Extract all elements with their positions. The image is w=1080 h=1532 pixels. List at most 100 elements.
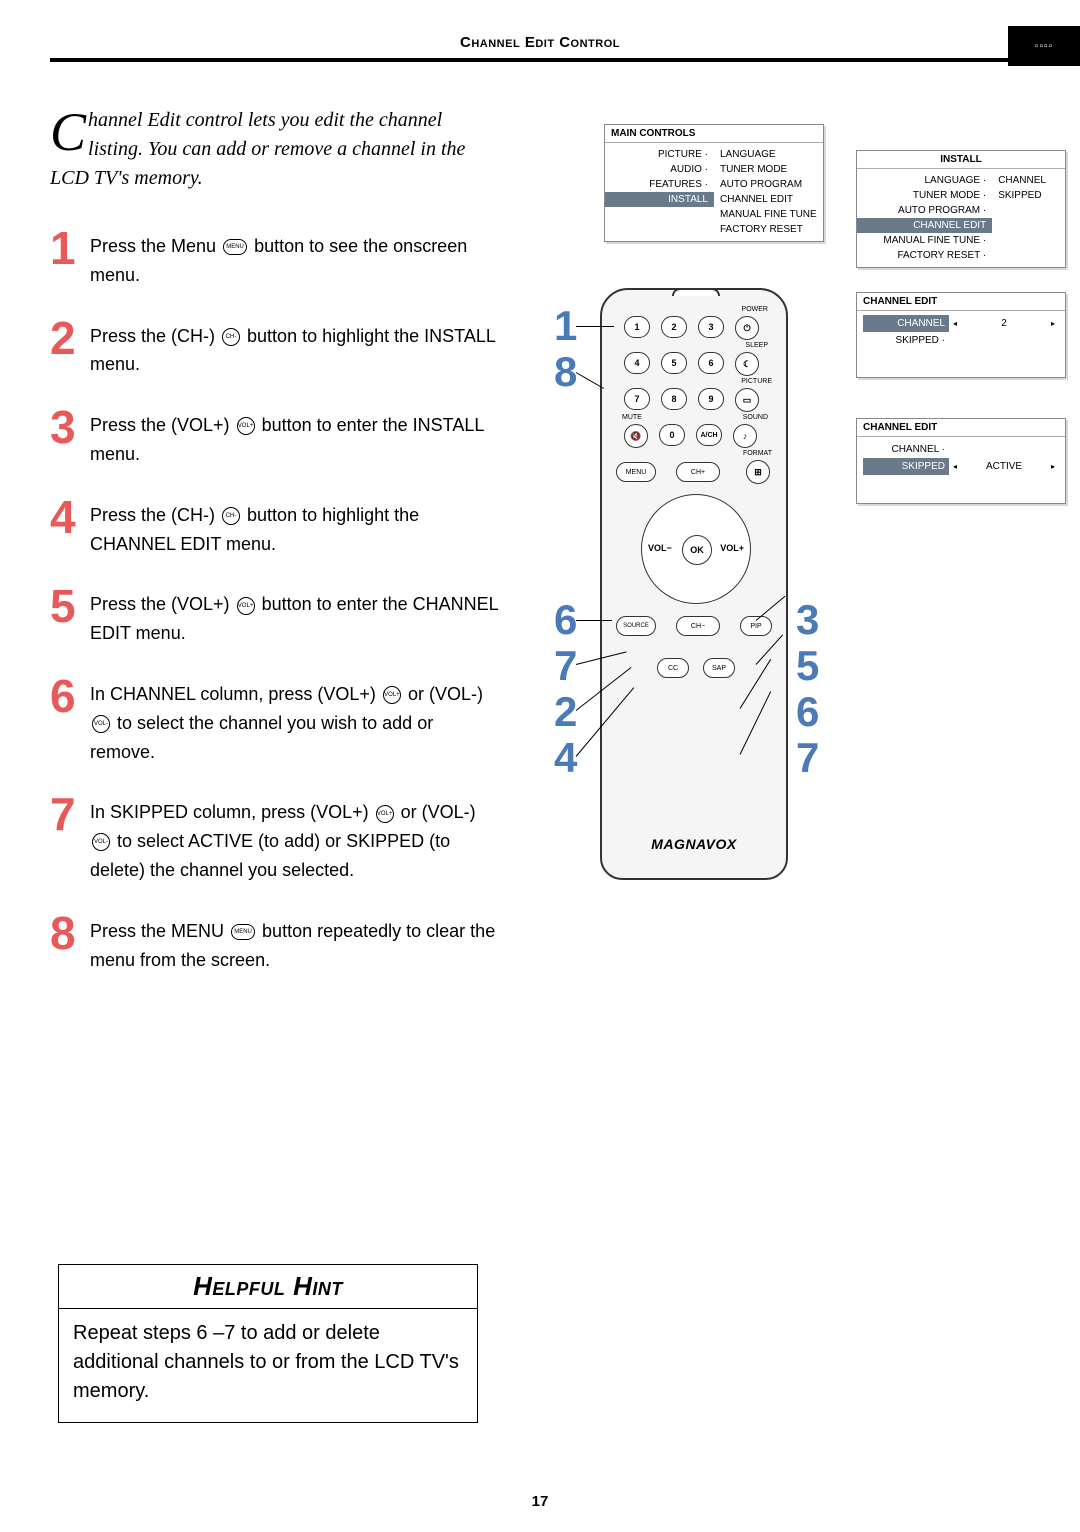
- brand-badge: ▫▫▫▫: [1008, 26, 1080, 66]
- btn-ch-plus: CH+: [676, 462, 720, 482]
- osd-item: AUTO PROGRAM: [720, 177, 817, 192]
- osd-main-controls: MAIN CONTROLS PICTURE · AUDIO · FEATURES…: [604, 124, 824, 242]
- osd-title: CHANNEL EDIT: [857, 419, 1065, 437]
- step-3: 3 Press the (VOL+) VOL+ button to enter …: [50, 407, 500, 469]
- callout-8: 8: [554, 348, 577, 396]
- picture-label: PICTURE: [741, 378, 772, 385]
- osd-item: CHANNEL EDIT: [720, 192, 817, 207]
- numpad-row-4: 🔇 0 A/CH ♪: [624, 424, 757, 448]
- numpad-row-3: 7 8 9 ▭: [624, 388, 759, 412]
- btn-0: 0: [659, 424, 685, 446]
- osd-item: TUNER MODE: [720, 162, 817, 177]
- step-number: 6: [50, 676, 90, 717]
- callout-3: 3: [796, 596, 819, 644]
- vol-plus-icon: VOL+: [376, 805, 394, 823]
- sound-icon: ♪: [733, 424, 757, 448]
- osd-grid: CHANNEL ◂ 2 ▸ SKIPPED ·: [857, 311, 1065, 353]
- step-6: 6 In CHANNEL column, press (VOL+) VOL+ o…: [50, 676, 500, 766]
- osd-item: PICTURE ·: [611, 147, 708, 162]
- numpad-row-2: 4 5 6 ☾: [624, 352, 759, 376]
- mute-icon: 🔇: [624, 424, 648, 448]
- osd-item: LANGUAGE: [720, 147, 817, 162]
- step-text: Press the (CH-) CH- button to highlight …: [90, 497, 500, 559]
- step-text: In SKIPPED column, press (VOL+) VOL+ or …: [90, 794, 500, 884]
- callout-line: [576, 326, 614, 327]
- vol-plus-label: VOL+: [720, 543, 744, 553]
- vol-minus-label: VOL−: [648, 543, 672, 553]
- vol-plus-icon: VOL+: [383, 686, 401, 704]
- osd-body: LANGUAGE · TUNER MODE · AUTO PROGRAM · C…: [857, 169, 1065, 267]
- osd-left-col: PICTURE · AUDIO · FEATURES · INSTALL: [605, 143, 714, 241]
- arrow-left-icon: ◂: [949, 317, 961, 331]
- btn-7: 7: [624, 388, 650, 410]
- btn-ach: A/CH: [696, 424, 722, 446]
- btn-1: 1: [624, 316, 650, 338]
- page-number: 17: [0, 1493, 1080, 1510]
- vol-minus-icon: VOL-: [92, 715, 110, 733]
- step-7: 7 In SKIPPED column, press (VOL+) VOL+ o…: [50, 794, 500, 884]
- step-2: 2 Press the (CH-) CH- button to highligh…: [50, 318, 500, 380]
- step-number: 1: [50, 228, 90, 269]
- btn-6: 6: [698, 352, 724, 374]
- btn-ok: OK: [682, 535, 712, 565]
- callout-6r: 6: [796, 688, 819, 736]
- osd-left-col: LANGUAGE · TUNER MODE · AUTO PROGRAM · C…: [857, 169, 992, 267]
- osd-label-hl: SKIPPED: [863, 458, 949, 475]
- remote-brand: MAGNAVOX: [602, 836, 786, 852]
- step-number: 2: [50, 318, 90, 359]
- step-number: 5: [50, 586, 90, 627]
- osd-item: TUNER MODE ·: [863, 188, 986, 203]
- osd-body: PICTURE · AUDIO · FEATURES · INSTALL LAN…: [605, 143, 823, 241]
- osd-item: LANGUAGE ·: [863, 173, 986, 188]
- intro-paragraph: C hannel Edit control lets you edit the …: [50, 106, 500, 193]
- arrow-left-icon: ◂: [949, 460, 961, 474]
- btn-5: 5: [661, 352, 687, 374]
- btn-ch-minus: CH−: [676, 616, 720, 636]
- osd-item: CHANNEL: [998, 173, 1059, 188]
- osd-title: MAIN CONTROLS: [605, 125, 823, 143]
- sleep-icon: ☾: [735, 352, 759, 376]
- osd-right-col: CHANNEL SKIPPED: [992, 169, 1065, 267]
- brand-dots: ▫▫▫▫: [1035, 41, 1053, 52]
- dropcap: C: [50, 108, 86, 157]
- hint-title: Helpful Hint: [193, 1271, 343, 1301]
- osd-item: FEATURES ·: [611, 177, 708, 192]
- btn-sap: SAP: [703, 658, 735, 678]
- step-text: Press the (CH-) CH- button to highlight …: [90, 318, 500, 380]
- callout-5: 5: [796, 642, 819, 690]
- osd-value: 2: [961, 315, 1047, 332]
- menu-icon: MENU: [231, 924, 255, 940]
- osd-value: ACTIVE: [961, 458, 1047, 475]
- osd-install: INSTALL LANGUAGE · TUNER MODE · AUTO PRO…: [856, 150, 1066, 268]
- osd-title: CHANNEL EDIT: [857, 293, 1065, 311]
- ch-minus-icon: CH-: [222, 328, 240, 346]
- vol-minus-icon: VOL-: [92, 833, 110, 851]
- btn-4: 4: [624, 352, 650, 374]
- osd-label: CHANNEL ·: [863, 441, 949, 458]
- steps-list: 1 Press the Menu MENU button to see the …: [50, 228, 500, 1002]
- osd-grid: CHANNEL · SKIPPED ◂ ACTIVE ▸: [857, 437, 1065, 479]
- btn-9: 9: [698, 388, 724, 410]
- btn-8: 8: [661, 388, 687, 410]
- osd-item-highlighted: CHANNEL EDIT: [857, 218, 992, 233]
- btn-menu: MENU: [616, 462, 656, 482]
- step-8: 8 Press the MENU MENU button repeatedly …: [50, 913, 500, 975]
- callout-4: 4: [554, 734, 577, 782]
- intro-text: hannel Edit control lets you edit the ch…: [50, 109, 465, 189]
- nav-ring: OK VOL− VOL+: [641, 494, 751, 604]
- ch-minus-icon: CH-: [222, 507, 240, 525]
- callout-7: 7: [554, 642, 577, 690]
- bottom-row: CC SAP: [657, 658, 735, 678]
- arrow-right-icon: ▸: [1047, 317, 1059, 331]
- helpful-hint-box: Helpful Hint Repeat steps 6 –7 to add or…: [58, 1264, 478, 1423]
- picture-icon: ▭: [735, 388, 759, 412]
- vol-plus-icon: VOL+: [237, 417, 255, 435]
- step-number: 7: [50, 794, 90, 835]
- header-title: Channel Edit Control: [460, 34, 620, 51]
- step-4: 4 Press the (CH-) CH- button to highligh…: [50, 497, 500, 559]
- btn-2: 2: [661, 316, 687, 338]
- osd-channel-edit-1: CHANNEL EDIT CHANNEL ◂ 2 ▸ SKIPPED ·: [856, 292, 1066, 378]
- sound-label: SOUND: [743, 414, 768, 421]
- step-1: 1 Press the Menu MENU button to see the …: [50, 228, 500, 290]
- osd-item-highlighted: INSTALL: [605, 192, 714, 207]
